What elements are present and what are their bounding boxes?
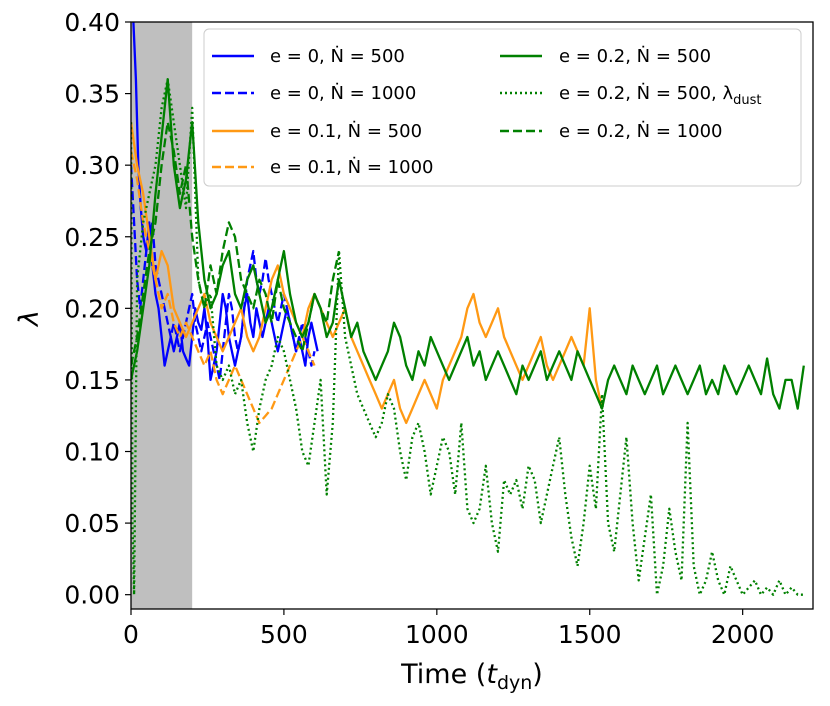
x-tick-label: 1000 xyxy=(405,620,469,649)
x-axis-label: Time (tdyn) xyxy=(400,659,543,694)
series-line-4 xyxy=(131,78,805,410)
series-line-3 xyxy=(131,150,316,425)
y-tick-label: 0.20 xyxy=(64,294,120,323)
series-line-0 xyxy=(132,22,319,382)
legend-label-e0-n500: e = 0, Ṅ = 500 xyxy=(270,46,405,67)
x-axis-label-italic: t xyxy=(486,659,498,690)
series-line-6 xyxy=(131,121,341,366)
y-tick-label: 0.25 xyxy=(64,223,120,252)
series-line-5 xyxy=(131,78,804,596)
x-tick-label: 1500 xyxy=(558,620,622,649)
y-tick-label: 0.10 xyxy=(64,438,120,467)
y-tick-label: 0.30 xyxy=(64,151,120,180)
series-line-2 xyxy=(131,122,604,425)
legend-label-e01-n1000: e = 0.1, Ṅ = 1000 xyxy=(270,157,433,178)
y-tick-label: 0.35 xyxy=(64,80,120,109)
legend-label-e01-n500: e = 0.1, Ṅ = 500 xyxy=(270,121,422,142)
y-axis-label: λ xyxy=(14,310,45,328)
legend-label-dust-sub: dust xyxy=(733,93,761,108)
x-tick-label: 500 xyxy=(260,620,308,649)
legend-label-e02-n500-dust-main: e = 0.2, Ṅ = 500, λ xyxy=(559,83,733,104)
legend-label-e02-n500: e = 0.2, Ṅ = 500 xyxy=(559,46,711,67)
x-tick-label: 0 xyxy=(123,620,139,649)
legend: e = 0, Ṅ = 500 e = 0, Ṅ = 1000 e = 0.1, … xyxy=(203,28,802,187)
legend-box xyxy=(203,28,802,187)
x-axis-label-main: Time ( xyxy=(400,659,486,690)
x-axis-label-close: ) xyxy=(532,659,543,690)
y-tick-label: 0.00 xyxy=(64,581,120,610)
x-axis-label-sub: dyn xyxy=(497,672,532,694)
legend-label-e0-n1000: e = 0, Ṅ = 1000 xyxy=(270,83,416,104)
y-tick-label: 0.15 xyxy=(64,366,120,395)
y-axis-ticks: 0.00 0.05 0.10 0.15 0.20 0.25 0.30 0.35 0.40 xyxy=(64,8,131,610)
y-tick-label: 0.40 xyxy=(64,8,120,37)
series-group xyxy=(131,22,805,596)
plot-frame xyxy=(130,21,814,610)
x-axis-ticks: 0 500 1000 1500 2000 xyxy=(123,609,774,649)
legend-label-e02-n1000: e = 0.2, Ṅ = 1000 xyxy=(559,121,722,142)
legend-label-e02-n500-dust: e = 0.2, Ṅ = 500, λdust xyxy=(559,83,762,108)
shaded-region xyxy=(131,22,193,609)
y-tick-label: 0.05 xyxy=(64,509,120,538)
x-tick-label: 2000 xyxy=(711,620,775,649)
